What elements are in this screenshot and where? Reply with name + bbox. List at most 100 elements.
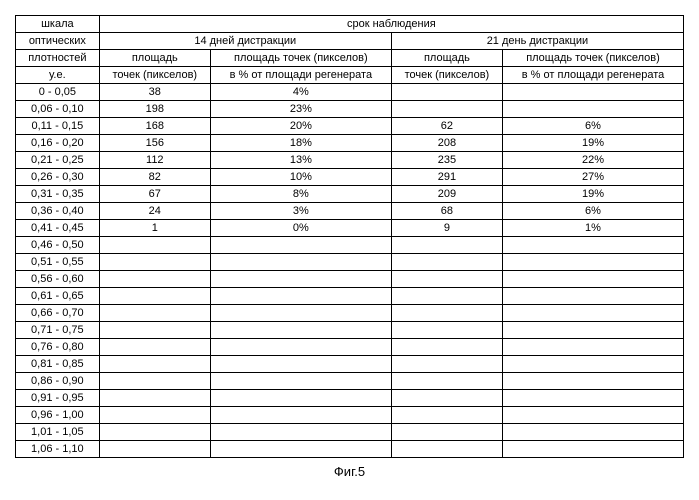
table-row: 0,41 - 0,4510%91% bbox=[16, 220, 684, 237]
pct21-cell bbox=[503, 84, 684, 101]
area21-cell bbox=[391, 237, 502, 254]
area21-cell: 62 bbox=[391, 118, 502, 135]
area21-cell bbox=[391, 322, 502, 339]
pct21-cell: 19% bbox=[503, 135, 684, 152]
scale-cell: 0,41 - 0,45 bbox=[16, 220, 100, 237]
pct14-cell bbox=[210, 407, 391, 424]
pct21-cell bbox=[503, 237, 684, 254]
scale-cell: 0,26 - 0,30 bbox=[16, 169, 100, 186]
table-row: 0,86 - 0,90 bbox=[16, 373, 684, 390]
pct21-cell bbox=[503, 356, 684, 373]
pct21-cell: 6% bbox=[503, 118, 684, 135]
pct21-cell: 1% bbox=[503, 220, 684, 237]
pct14-cell bbox=[210, 237, 391, 254]
scale-cell: 0,31 - 0,35 bbox=[16, 186, 100, 203]
pct14-cell: 3% bbox=[210, 203, 391, 220]
area21-cell bbox=[391, 339, 502, 356]
area21-cell bbox=[391, 407, 502, 424]
area14-cell: 24 bbox=[99, 203, 210, 220]
pct21-header-line1: площадь точек (пикселов) bbox=[503, 50, 684, 67]
scale-cell: 0,51 - 0,55 bbox=[16, 254, 100, 271]
table-row: 0,96 - 1,00 bbox=[16, 407, 684, 424]
pct14-cell bbox=[210, 288, 391, 305]
scale-cell: 0,21 - 0,25 bbox=[16, 152, 100, 169]
pct14-cell: 13% bbox=[210, 152, 391, 169]
area14-cell bbox=[99, 356, 210, 373]
scale-cell: 0,46 - 0,50 bbox=[16, 237, 100, 254]
table-body: 0 - 0,05384%0,06 - 0,1019823%0,11 - 0,15… bbox=[16, 84, 684, 458]
pct21-cell bbox=[503, 390, 684, 407]
area21-cell bbox=[391, 271, 502, 288]
area21-cell: 291 bbox=[391, 169, 502, 186]
area14-cell: 198 bbox=[99, 101, 210, 118]
pct21-header-line2: в % от площади регенерата bbox=[503, 67, 684, 84]
pct14-header-line1: площадь точек (пикселов) bbox=[210, 50, 391, 67]
pct14-cell: 4% bbox=[210, 84, 391, 101]
table-header: шкала срок наблюдения оптических 14 дней… bbox=[16, 16, 684, 84]
area21-cell: 9 bbox=[391, 220, 502, 237]
area14-cell: 82 bbox=[99, 169, 210, 186]
area14-cell: 168 bbox=[99, 118, 210, 135]
area14-cell: 112 bbox=[99, 152, 210, 169]
scale-cell: 0,71 - 0,75 bbox=[16, 322, 100, 339]
pct14-cell bbox=[210, 271, 391, 288]
area21-cell bbox=[391, 101, 502, 118]
area14-header-line2: точек (пикселов) bbox=[99, 67, 210, 84]
area14-header-line1: площадь bbox=[99, 50, 210, 67]
pct21-cell bbox=[503, 271, 684, 288]
figure-caption: Фиг.5 bbox=[15, 464, 684, 479]
area14-cell bbox=[99, 339, 210, 356]
area14-cell bbox=[99, 237, 210, 254]
pct21-cell bbox=[503, 254, 684, 271]
scale-header-row3: плотностей bbox=[16, 50, 100, 67]
scale-cell: 0,96 - 1,00 bbox=[16, 407, 100, 424]
area14-cell: 156 bbox=[99, 135, 210, 152]
scale-header-row4: у.е. bbox=[16, 67, 100, 84]
scale-cell: 0,76 - 0,80 bbox=[16, 339, 100, 356]
area14-cell bbox=[99, 424, 210, 441]
pct14-cell: 20% bbox=[210, 118, 391, 135]
pct21-cell bbox=[503, 441, 684, 458]
area21-header-line2: точек (пикселов) bbox=[391, 67, 502, 84]
area21-cell bbox=[391, 305, 502, 322]
pct21-cell: 6% bbox=[503, 203, 684, 220]
pct14-cell bbox=[210, 441, 391, 458]
pct14-cell bbox=[210, 254, 391, 271]
observation-period-header: срок наблюдения bbox=[99, 16, 683, 33]
pct14-cell bbox=[210, 390, 391, 407]
table-row: 0,71 - 0,75 bbox=[16, 322, 684, 339]
group-21-header: 21 день дистракции bbox=[391, 33, 683, 50]
area14-cell: 67 bbox=[99, 186, 210, 203]
pct14-cell: 8% bbox=[210, 186, 391, 203]
pct14-cell bbox=[210, 356, 391, 373]
scale-cell: 0,66 - 0,70 bbox=[16, 305, 100, 322]
scale-cell: 0,81 - 0,85 bbox=[16, 356, 100, 373]
pct14-cell bbox=[210, 339, 391, 356]
pct14-cell: 0% bbox=[210, 220, 391, 237]
pct14-cell: 18% bbox=[210, 135, 391, 152]
table-row: 0,06 - 0,1019823% bbox=[16, 101, 684, 118]
scale-cell: 0,16 - 0,20 bbox=[16, 135, 100, 152]
area14-cell bbox=[99, 441, 210, 458]
table-row: 1,06 - 1,10 bbox=[16, 441, 684, 458]
pct14-cell: 10% bbox=[210, 169, 391, 186]
pct21-cell bbox=[503, 288, 684, 305]
area21-cell: 209 bbox=[391, 186, 502, 203]
pct21-cell bbox=[503, 424, 684, 441]
area14-cell: 38 bbox=[99, 84, 210, 101]
table-row: 1,01 - 1,05 bbox=[16, 424, 684, 441]
table-row: 0,66 - 0,70 bbox=[16, 305, 684, 322]
pct14-cell bbox=[210, 373, 391, 390]
table-row: 0,81 - 0,85 bbox=[16, 356, 684, 373]
area14-cell bbox=[99, 254, 210, 271]
area21-header-line1: площадь bbox=[391, 50, 502, 67]
area21-cell bbox=[391, 373, 502, 390]
pct21-cell bbox=[503, 305, 684, 322]
area14-cell bbox=[99, 373, 210, 390]
table-row: 0,31 - 0,35678%20919% bbox=[16, 186, 684, 203]
area21-cell bbox=[391, 390, 502, 407]
area14-cell bbox=[99, 407, 210, 424]
scale-cell: 0,36 - 0,40 bbox=[16, 203, 100, 220]
area21-cell bbox=[391, 356, 502, 373]
area14-cell bbox=[99, 322, 210, 339]
